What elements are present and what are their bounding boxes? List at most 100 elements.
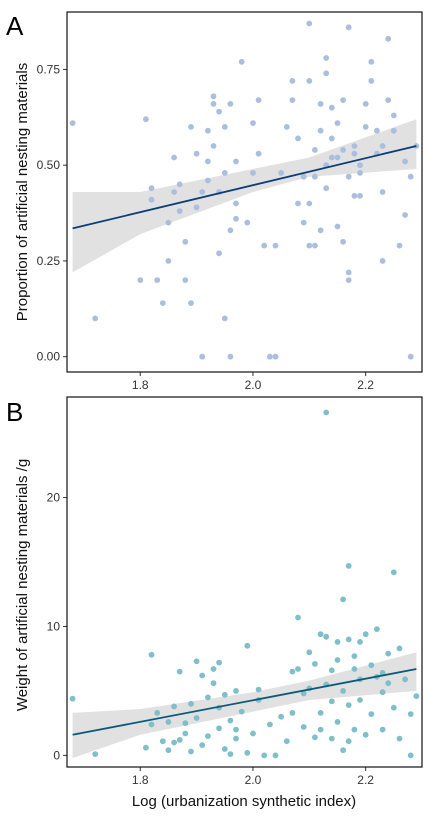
panel-b-data-point [199,742,206,748]
panel-b-data-point [323,633,330,640]
panel-b-data-point [334,639,341,645]
panel-a-y-tick-label: 0.50 [37,158,61,172]
panel-b-data-point [171,739,178,746]
panel-a-data-point [306,20,313,27]
panel-a-data-point [340,97,346,103]
panel-b-data-point [390,704,397,711]
panel-a-plot-area [69,20,420,360]
panel-a-y-axis: 0.00 0.25 0.50 0.75 [37,62,67,364]
panel-b-data-point [159,738,166,745]
panel-a-data-point [312,147,318,153]
panel-a-data-point [300,219,307,226]
panel-a-data-point [193,204,200,211]
panel-a-x-tick-label: 2.0 [245,378,262,392]
panel-a-data-point [379,189,386,195]
panel-b-data-point [379,689,386,696]
panel-b-data-point [334,657,341,663]
panel-a-data-point [345,277,352,283]
panel-a-data-point [261,242,268,249]
panel-a-data-point [351,192,358,199]
panel-a-data-point [340,238,346,245]
panel-b-data-point [143,744,149,751]
panel-b-data-point [250,730,256,737]
panel-b-data-point [216,725,223,732]
panel-a-data-point [295,135,301,142]
panel-b-data-point [295,614,301,621]
panel-b-data-point [238,708,245,715]
panel-a-data-point [244,219,251,226]
panel-a-data-point [199,353,206,360]
panel-a-data-point [334,223,341,230]
panel-b-data-point [317,631,324,638]
panel-b-data-point [210,680,217,687]
panel-b-x-tick-label: 2.0 [245,773,262,787]
panel-a-data-point [328,104,335,111]
panel-b-data-point [351,653,358,659]
panel-b-data-point [345,702,352,708]
panel-a-data-point [385,35,392,42]
panel-a-data-point [267,353,273,360]
panel-b-data-point [323,409,330,416]
panel-a-data-point [159,300,166,306]
panel-b-data-point [328,735,335,742]
panel-b-data-point [300,724,307,730]
panel-a-data-point [193,150,200,157]
panel-a-data-point [407,353,414,360]
panel-b-letter: B [6,397,23,427]
panel-b-data-point [374,626,380,632]
panel-b-data-point [210,666,217,672]
panel-b-data-point [368,711,375,717]
panel-a-data-point [205,177,211,184]
panel-b-regression-line [72,668,417,736]
panel-a-data-point [255,150,262,157]
panel-a-data-point [165,219,172,226]
panel-a-x-axis: 1.8 2.0 2.2 [132,372,374,392]
panel-a-x-tick-label: 1.8 [132,378,149,392]
panel-b-data-point [148,651,155,658]
panel-b-data-point [402,676,408,683]
panel-a-data-point [300,173,307,180]
panel-b-data-point [176,737,183,743]
panel-a-data-point [216,108,223,115]
panel-b-data-point [205,733,211,739]
panel-b-y-tick-label: 0 [53,748,60,762]
panel-b-data-point [205,694,211,701]
panel-b-data-point [312,661,318,667]
panel-b-data-point [272,752,279,759]
panel-a-data-point [216,250,223,257]
panel-a-data-point [289,97,296,103]
panel-a-data-point [368,58,375,65]
panel-a-data-point [306,78,313,84]
panel-b-data-point [289,710,296,716]
panel-a-data-point [323,55,330,61]
panel-a-data-point [233,200,239,207]
panel-b-y-tick-label: 10 [47,619,61,633]
panel-a-data-point [221,170,228,176]
panel-a-y-tick-label: 0.25 [37,254,61,268]
panel-b-data-point [193,658,200,665]
panel-a-x-tick-label: 2.2 [357,378,374,392]
panel-b-data-point [244,749,251,756]
panel-b-frame [66,396,423,768]
panel-a-data-point [357,192,363,199]
panel-b-data-point [396,645,403,652]
panel-a-data-point [390,112,397,119]
panel-b-data-point [357,697,363,703]
panel-b-data-point [300,690,307,697]
panel-a-data-point [148,185,155,192]
panel-b-data-point [188,700,194,707]
panel-a-data-point [317,227,324,234]
panel-b-data-point [182,720,189,727]
panel-a-data-point [165,258,172,264]
panel-a-data-point [205,127,211,134]
panel-b-data-point [148,721,155,728]
panel-b-data-point [351,726,358,733]
panel-a-data-point [362,124,369,130]
panel-b-data-point [221,691,228,698]
panel-a-data-point [357,170,363,176]
panel-b-data-point [407,711,414,717]
panel-b-data-point [171,703,178,710]
panel-a-data-point [396,242,403,249]
panel-a-y-axis-title: Proportion of artificial nesting materia… [14,63,31,321]
panel-a-data-point [255,97,262,103]
